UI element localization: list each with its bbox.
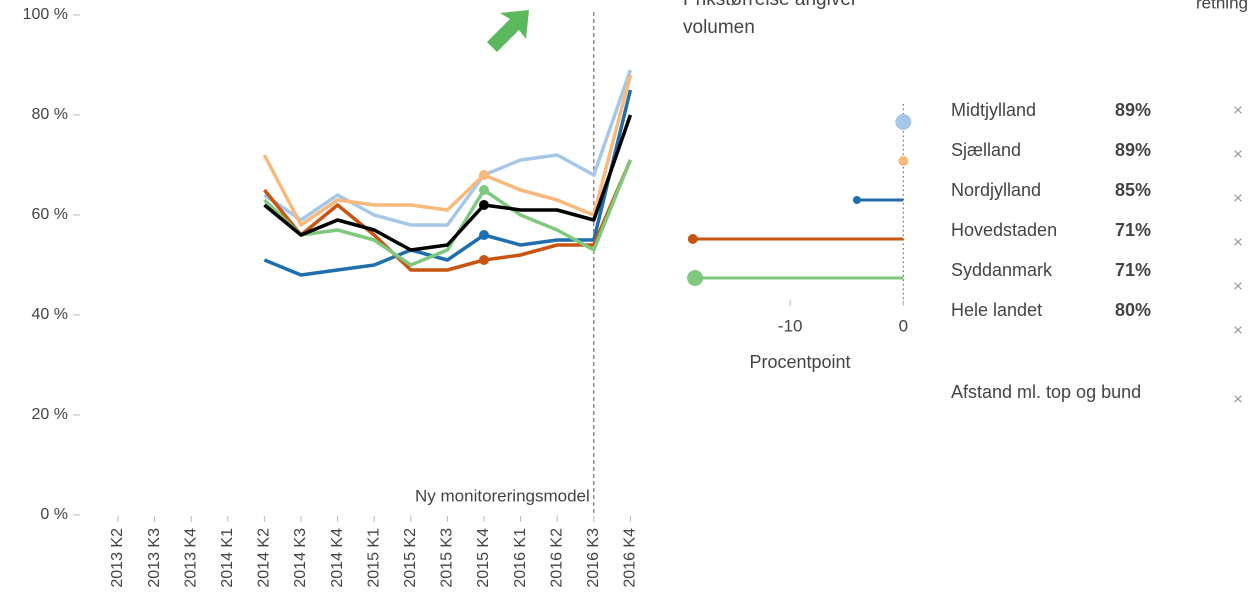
- x-tick-label: 2014 K2: [256, 528, 273, 588]
- x-tick-label: 2015 K3: [439, 528, 456, 588]
- x-tick-label: 2016 K2: [548, 528, 565, 588]
- legend-value: 89%: [1115, 100, 1151, 120]
- x-tick-label: 2013 K3: [146, 528, 163, 588]
- legend-value: 85%: [1115, 180, 1151, 200]
- legend-value: 89%: [1115, 140, 1151, 160]
- legend-name: Syddanmark: [951, 260, 1053, 280]
- series-line: [263, 159, 633, 267]
- series-marker: [479, 255, 489, 265]
- x-tick-label: 2016 K4: [622, 528, 639, 588]
- y-tick-label: 60 %: [32, 206, 68, 223]
- y-tick-label: 0 %: [40, 506, 68, 523]
- subtitle: Prikstørrelse angivervolumen: [683, 0, 858, 38]
- dot: [687, 234, 698, 244]
- close-button[interactable]: ×: [1233, 232, 1243, 251]
- dot: [852, 196, 861, 204]
- legend-name: Hovedstaden: [951, 220, 1057, 240]
- close-button[interactable]: ×: [1233, 100, 1243, 119]
- x-tick-label: 2015 K4: [475, 528, 492, 588]
- x-tick-label: 2014 K1: [219, 528, 236, 588]
- x-axis-label: Procentpoint: [749, 352, 850, 372]
- x-tick-label: 2016 K3: [585, 528, 602, 588]
- legend-name: Sjælland: [951, 140, 1021, 160]
- x-tick-label: 2014 K4: [329, 528, 346, 588]
- legend-value: 71%: [1115, 260, 1151, 280]
- x-tick-label: 2015 K2: [402, 528, 419, 588]
- series-line: [263, 89, 633, 277]
- dot: [895, 114, 912, 130]
- series-line: [263, 69, 633, 227]
- close-button[interactable]: ×: [1233, 320, 1243, 339]
- y-tick-label: 20 %: [32, 406, 68, 423]
- dot: [898, 156, 909, 166]
- legend-value: 80%: [1115, 300, 1151, 320]
- series-line: [263, 114, 633, 252]
- close-button[interactable]: ×: [1233, 276, 1243, 295]
- y-tick-label: 100 %: [23, 6, 68, 23]
- x-tick-label: 2015 K1: [365, 528, 382, 588]
- legend-extra: Afstand ml. top og bund: [951, 382, 1141, 402]
- close-button[interactable]: ×: [1233, 144, 1243, 163]
- series-line: [263, 159, 633, 272]
- legend-name: Midtjylland: [951, 100, 1036, 120]
- legend-name: Hele landet: [951, 300, 1042, 320]
- x-tick-label: 0: [899, 316, 908, 335]
- series-line: [262, 74, 633, 227]
- series-marker: [479, 170, 489, 180]
- y-tick-label: 40 %: [32, 306, 68, 323]
- annotation: Ny monitoreringsmodel: [415, 486, 590, 505]
- corner-text: retning: [1196, 0, 1248, 12]
- dot: [687, 270, 704, 286]
- series-marker: [479, 185, 489, 195]
- series-marker: [479, 230, 489, 240]
- legend-value: 71%: [1115, 220, 1151, 240]
- x-tick-label: 2013 K2: [109, 528, 126, 588]
- close-button[interactable]: ×: [1233, 188, 1243, 207]
- x-tick-label: 2016 K1: [512, 528, 529, 588]
- y-tick-label: 80 %: [32, 106, 68, 123]
- close-button[interactable]: ×: [1233, 389, 1243, 408]
- x-tick-label: -10: [778, 316, 803, 335]
- series-marker: [479, 200, 489, 210]
- x-tick-label: 2013 K4: [182, 528, 199, 588]
- x-tick-label: 2014 K3: [292, 528, 309, 588]
- trend-arrow: [487, 10, 529, 52]
- legend-name: Nordjylland: [951, 180, 1041, 200]
